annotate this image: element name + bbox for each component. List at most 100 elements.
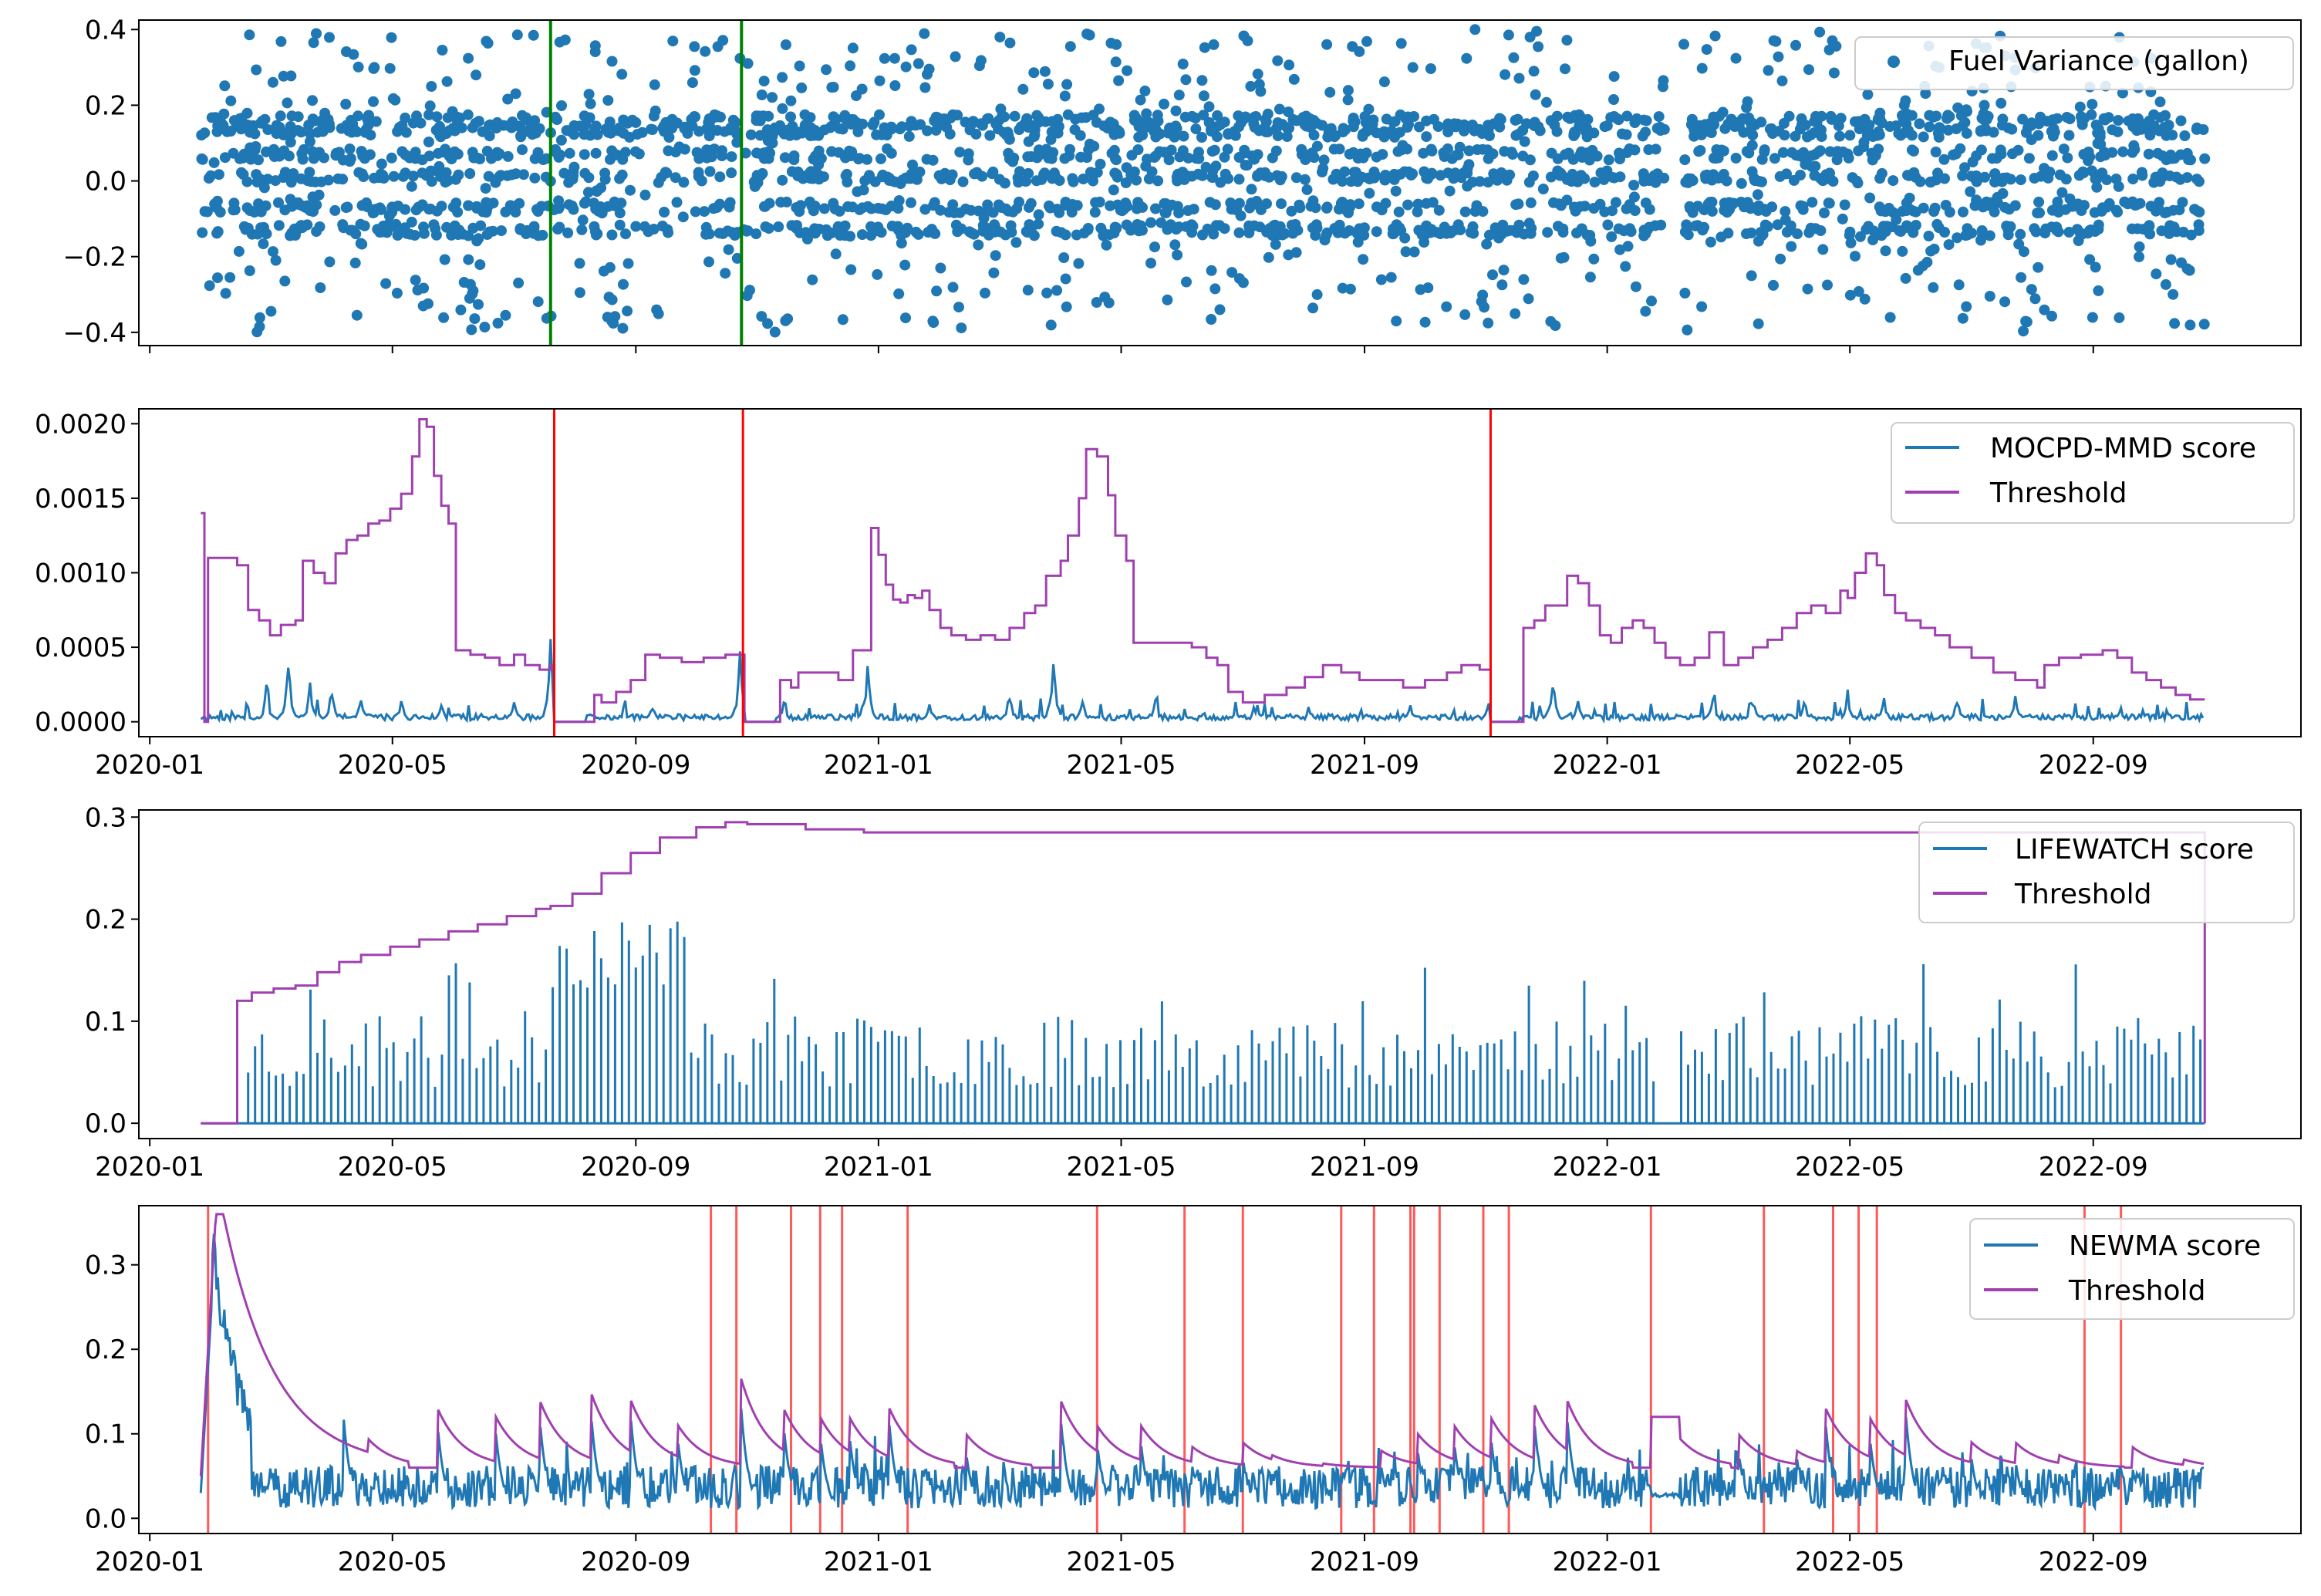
data-point [1537, 184, 1549, 194]
data-point [1824, 146, 1836, 157]
data-point [2006, 123, 2018, 135]
data-point [580, 196, 592, 208]
data-point [589, 125, 600, 136]
data-point [1519, 136, 1530, 147]
data-point [893, 195, 905, 206]
data-point [1286, 205, 1297, 217]
data-point [430, 223, 441, 235]
data-point [1386, 126, 1398, 137]
data-point [554, 36, 565, 48]
data-point [1494, 121, 1506, 133]
x-tick-label: 2020-01 [95, 1547, 204, 1577]
data-point [1684, 201, 1695, 212]
data-point [1622, 241, 1634, 252]
data-point [307, 95, 318, 106]
data-point [1786, 147, 1798, 158]
data-point [1173, 89, 1185, 101]
data-point [953, 302, 964, 313]
data-point [1177, 59, 1189, 69]
data-point [1209, 283, 1221, 295]
data-point [1876, 167, 1887, 179]
data-point [1076, 112, 1088, 123]
data-point [1045, 319, 1057, 331]
data-point [941, 121, 953, 133]
data-point [1741, 228, 1752, 240]
data-point [197, 227, 208, 238]
data-point [537, 229, 548, 241]
data-point [1824, 167, 1835, 179]
data-point [1611, 113, 1623, 124]
data-point [1999, 296, 2011, 308]
x-tick-label: 2020-09 [581, 1547, 690, 1577]
data-point [2127, 147, 2138, 158]
data-point [1344, 283, 1356, 295]
data-point [349, 257, 361, 268]
data-point [1149, 241, 1160, 253]
data-point [2101, 174, 2113, 186]
data-point [590, 147, 602, 159]
data-point [1433, 204, 1445, 216]
data-point [274, 150, 285, 162]
data-point [304, 136, 315, 147]
data-point [337, 219, 349, 231]
data-point [755, 148, 767, 160]
data-point [491, 150, 503, 161]
data-point [1897, 245, 1908, 257]
newma-threshold-line [199, 1213, 2205, 1476]
data-point [252, 228, 264, 240]
data-point [906, 197, 916, 208]
data-point [1064, 41, 1076, 52]
data-point [1015, 121, 1027, 133]
data-point [980, 287, 990, 299]
data-point [1152, 115, 1164, 127]
data-point [1068, 176, 1079, 187]
x-tick-label: 2022-09 [2039, 1547, 2148, 1577]
data-point [2047, 114, 2059, 126]
data-point [767, 137, 778, 149]
data-point [847, 42, 859, 54]
data-point [704, 166, 716, 177]
data-point [1588, 203, 1600, 214]
data-point [1412, 206, 1423, 218]
data-point [258, 238, 269, 250]
y-tick-label: 0.0010 [35, 558, 127, 589]
data-point [1364, 187, 1375, 199]
data-point [1898, 100, 1910, 111]
data-point [1317, 163, 1329, 174]
newma-axes: 0.0 0.1 0.2 0.3 2020-01 2020-05 2020-09 2021-01… [85, 1205, 2302, 1577]
data-point [199, 127, 211, 139]
data-point [1371, 201, 1382, 213]
data-point [1088, 175, 1098, 187]
data-point [1561, 35, 1573, 46]
data-point [1549, 119, 1560, 130]
data-point [950, 219, 962, 231]
data-point [1560, 63, 1570, 75]
data-point [1850, 116, 1861, 127]
data-point [270, 255, 282, 266]
data-point [1910, 171, 1921, 183]
data-point [1768, 279, 1779, 291]
data-point [285, 177, 297, 188]
data-point [2026, 120, 2037, 131]
data-point [630, 221, 642, 232]
data-point [862, 173, 874, 184]
y-tick-label: 0.2 [85, 90, 127, 121]
data-point [1421, 173, 1432, 184]
data-point [903, 130, 915, 142]
data-point [1358, 254, 1369, 265]
data-point [2141, 224, 2152, 235]
data-point [212, 272, 223, 284]
legend-box [1854, 36, 2294, 90]
data-point [1952, 102, 1964, 113]
data-point [2056, 187, 2068, 198]
data-point [947, 199, 959, 211]
data-point [1135, 201, 1146, 212]
data-point [1379, 174, 1391, 186]
data-point [1496, 168, 1508, 180]
data-point [1984, 230, 1995, 241]
data-point [1989, 206, 2000, 218]
data-point [1717, 106, 1729, 118]
data-point [1461, 52, 1473, 64]
data-point [242, 222, 254, 234]
data-point [1284, 59, 1295, 71]
